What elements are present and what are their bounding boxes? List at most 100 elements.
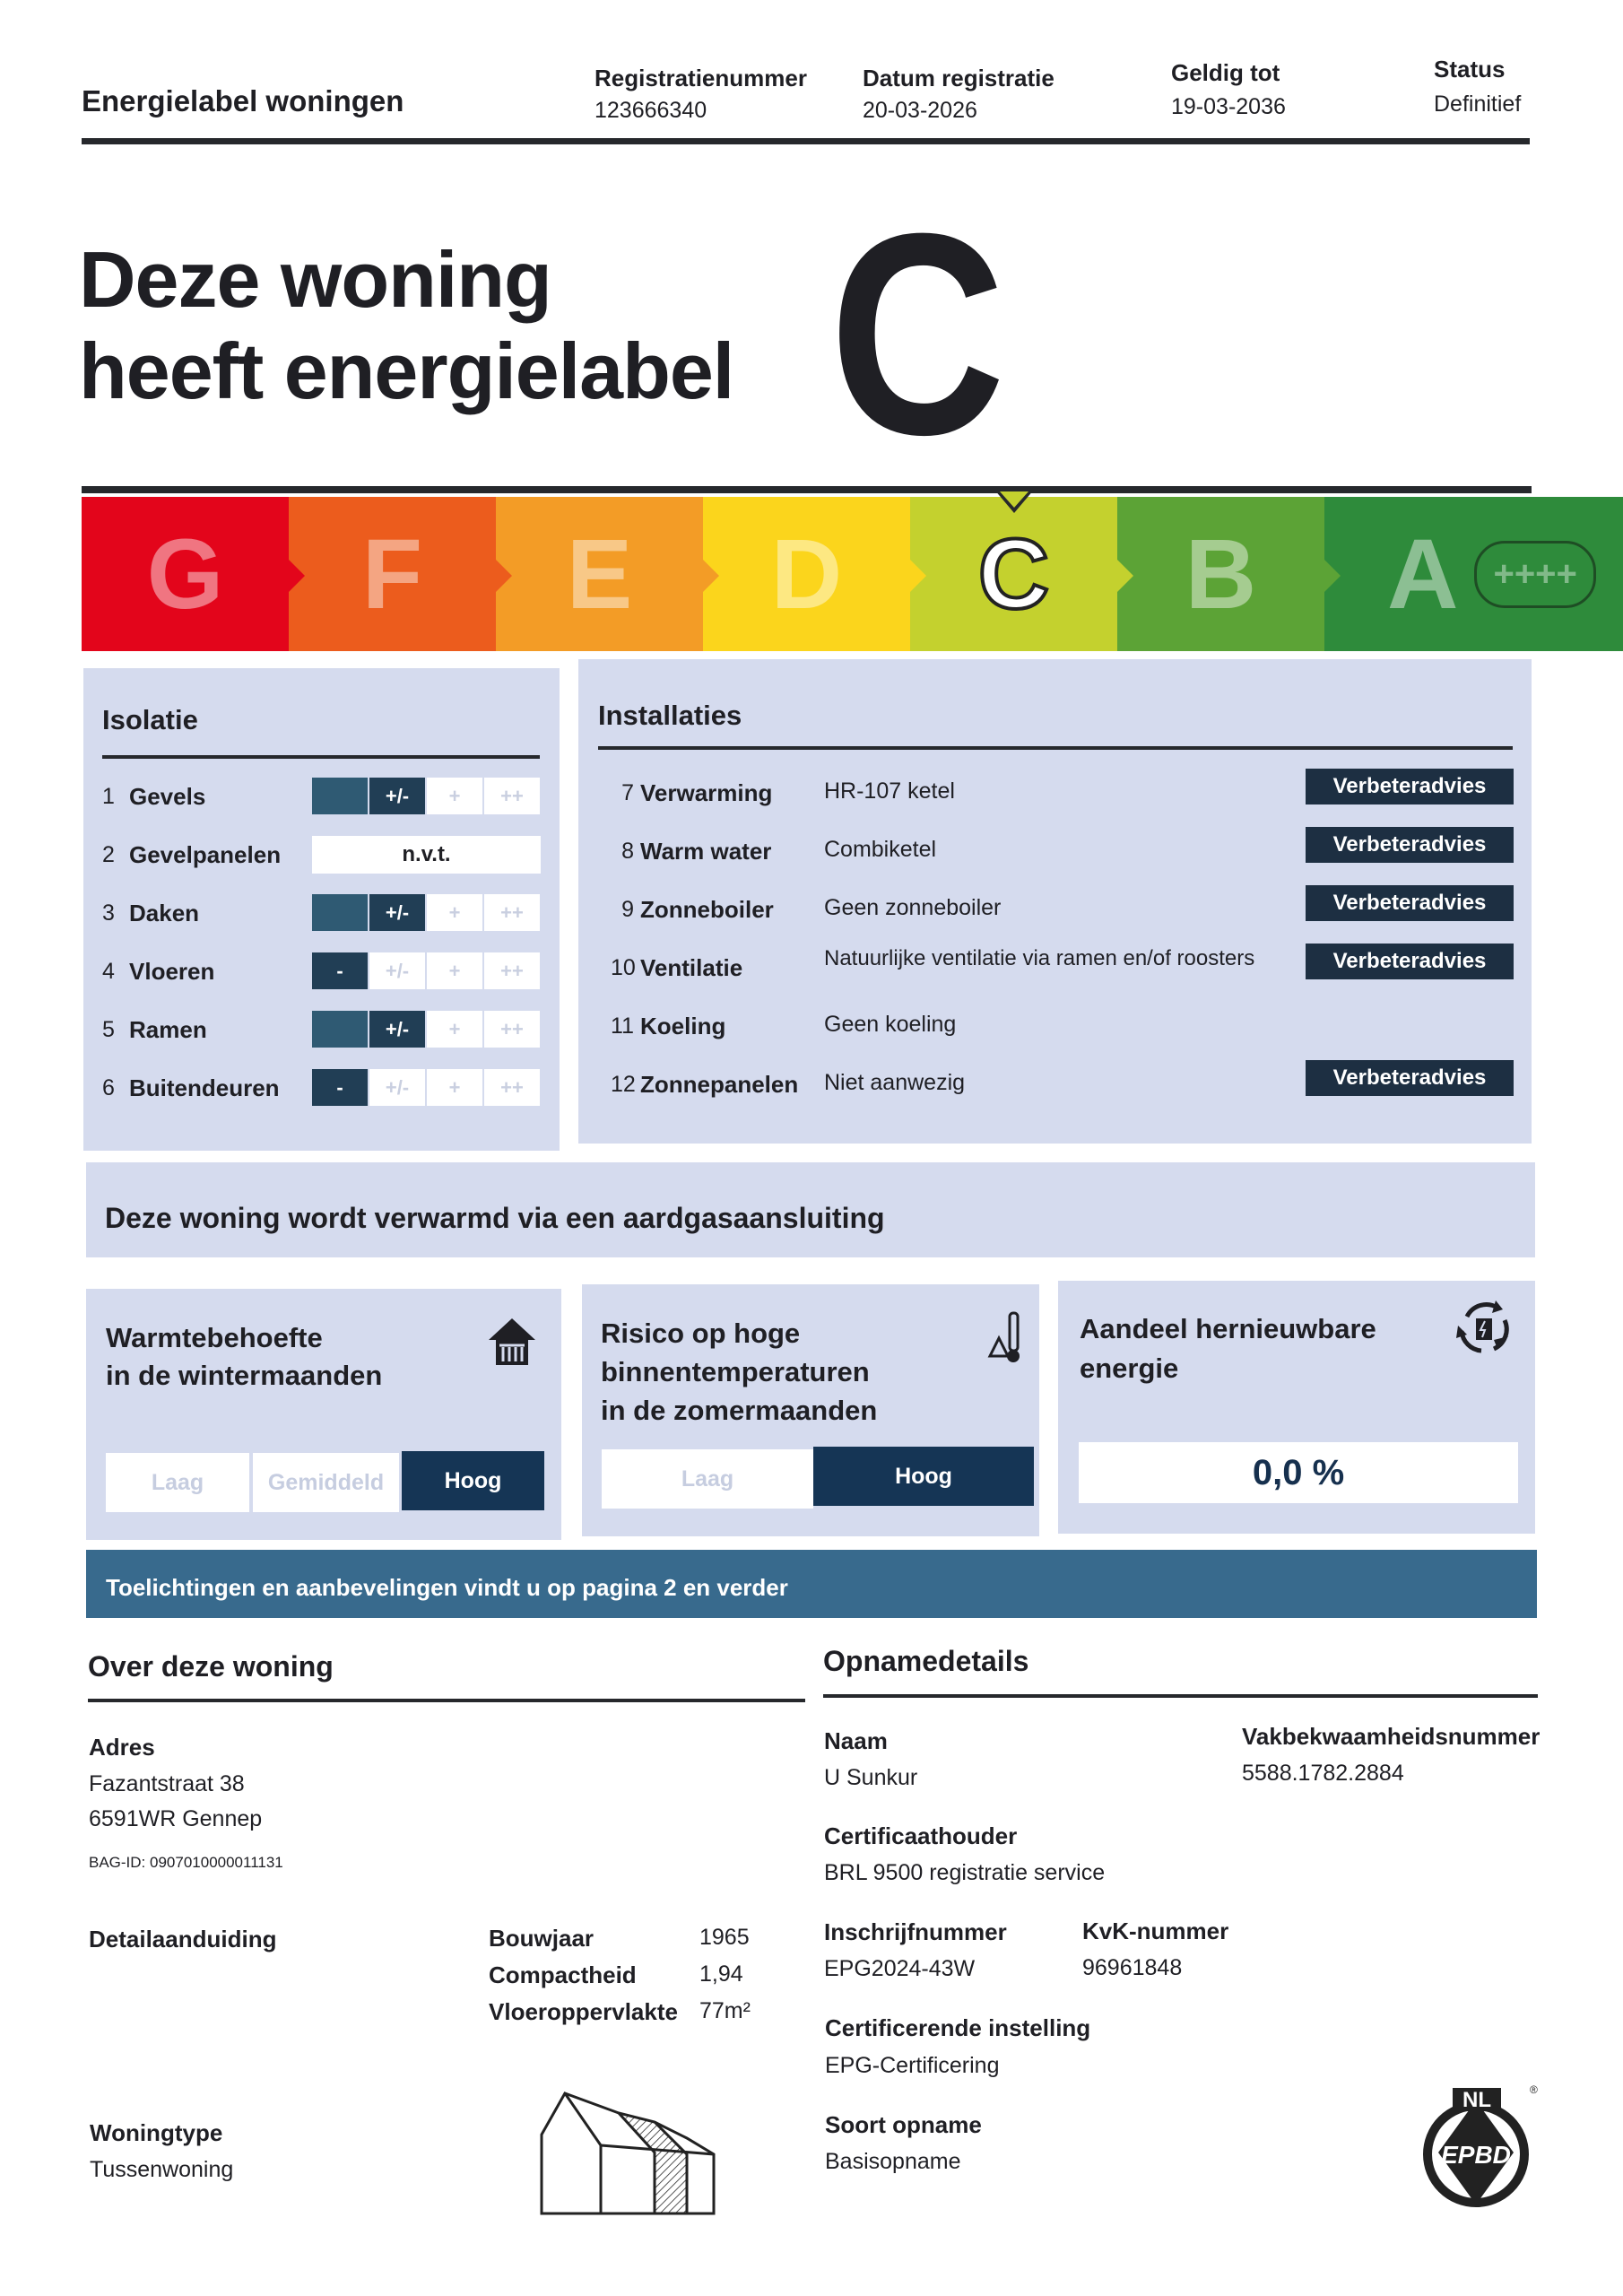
isolatie-row-number: 2 bbox=[102, 842, 115, 867]
heating-banner-text: Deze woning wordt verwarmd via een aardg… bbox=[105, 1202, 885, 1234]
energy-class-letter: G bbox=[146, 518, 224, 630]
energy-class-letter: C bbox=[976, 517, 1051, 631]
thermometer-warning-icon bbox=[987, 1311, 1020, 1362]
woningtype-value: Tussenwoning bbox=[90, 2157, 234, 2182]
document-title: Energielabel woningen bbox=[82, 84, 404, 117]
installatie-row-label: Warm water bbox=[640, 838, 772, 865]
isolatie-rating-cell: - bbox=[312, 1011, 368, 1048]
rating-label: +/- bbox=[385, 959, 410, 982]
installatie-row-label: Verwarming bbox=[640, 779, 773, 806]
bag-id: BAG-ID: 0907010000011131 bbox=[89, 1854, 283, 1871]
scale-top-rule bbox=[82, 486, 1532, 493]
a-plus-badge: ++++ bbox=[1474, 540, 1596, 608]
isolatie-rating-cell-selected: - bbox=[312, 1069, 368, 1106]
energy-class-F: F bbox=[289, 497, 512, 651]
soort-opname-label: Soort opname bbox=[825, 2111, 982, 2138]
isolatie-rating-cell-selected: - bbox=[312, 952, 368, 989]
spec-label: Vloeroppervlakte bbox=[489, 1998, 678, 2025]
isolatie-rating-cell: + bbox=[427, 778, 482, 814]
svg-text:EPBD: EPBD bbox=[1441, 2141, 1511, 2169]
rating-label: +/- bbox=[385, 1075, 410, 1099]
energy-class-letter: E bbox=[566, 518, 633, 630]
energy-class-letter: A bbox=[1387, 518, 1459, 630]
svg-text:NL: NL bbox=[1462, 2088, 1491, 2112]
hernieuwbaar-value: 0,0 % bbox=[1079, 1442, 1518, 1503]
risico-title-line-3: in de zomermaanden bbox=[601, 1395, 878, 1426]
house-heating-icon bbox=[489, 1318, 535, 1365]
rating-label: + bbox=[448, 1017, 461, 1040]
isolatie-rating-cell: + bbox=[427, 1011, 482, 1048]
isolatie-rating-na: n.v.t. bbox=[312, 836, 541, 874]
isolatie-row-label: Daken bbox=[129, 900, 200, 926]
verbeteradvies-button[interactable]: Verbeteradvies bbox=[1306, 944, 1514, 979]
verbeteradvies-button[interactable]: Verbeteradvies bbox=[1306, 827, 1514, 863]
rating-label: ++ bbox=[500, 959, 524, 982]
soort-opname-value: Basisopname bbox=[825, 2149, 961, 2174]
kvk-value: 96961848 bbox=[1082, 1955, 1183, 1980]
rating-label: +/- bbox=[385, 900, 410, 924]
warmte-title-line-1: Warmtebehoefte bbox=[106, 1322, 323, 1353]
hernieuwbaar-title-line-2: energie bbox=[1080, 1352, 1179, 1384]
risico-option-hoog-selected: Hoog bbox=[813, 1447, 1034, 1506]
woning-rule bbox=[88, 1699, 805, 1702]
installatie-row-number: 7 bbox=[621, 780, 634, 805]
energy-class-G: G bbox=[82, 497, 305, 651]
installatie-row-number: 10 bbox=[611, 955, 636, 980]
spec-value: 77m² bbox=[699, 1998, 751, 2023]
verbeteradvies-button[interactable]: Verbeteradvies bbox=[1306, 769, 1514, 804]
rating-label: + bbox=[448, 784, 461, 807]
header-field-label: Registratienummer bbox=[595, 65, 807, 91]
header-field-value: 20-03-2026 bbox=[863, 98, 977, 123]
warmte-title-line-2: in de wintermaanden bbox=[106, 1360, 383, 1391]
installatie-row-number: 12 bbox=[611, 1072, 636, 1097]
installatie-row-value: Geen zonneboiler bbox=[824, 895, 1002, 920]
installaties-title: Installaties bbox=[598, 700, 742, 731]
isolatie-rating-cell-selected: +/- bbox=[369, 1011, 425, 1048]
header-field-value: 123666340 bbox=[595, 98, 707, 123]
isolatie-rule bbox=[102, 755, 540, 759]
hernieuwbaar-title-line-1: Aandeel hernieuwbare bbox=[1080, 1313, 1376, 1344]
isolatie-row-label: Gevelpanelen bbox=[129, 841, 282, 868]
header-field-value: Definitief bbox=[1434, 91, 1522, 117]
isolatie-row-number: 3 bbox=[102, 900, 115, 926]
isolatie-row-label: Ramen bbox=[129, 1016, 207, 1043]
verbeteradvies-button[interactable]: Verbeteradvies bbox=[1306, 1060, 1514, 1096]
adres-street: Fazantstraat 38 bbox=[89, 1771, 245, 1796]
energy-class-letter: F bbox=[361, 518, 423, 630]
svg-text:®: ® bbox=[1530, 2083, 1538, 2096]
verbeteradvies-button[interactable]: Verbeteradvies bbox=[1306, 885, 1514, 921]
hero-energy-label: C bbox=[829, 173, 1005, 494]
isolatie-rating-cell: +/- bbox=[369, 952, 425, 989]
header-field-label: Geldig tot bbox=[1171, 59, 1280, 86]
rating-label: ++ bbox=[500, 784, 524, 807]
rating-label: +/- bbox=[385, 784, 410, 807]
spec-value: 1965 bbox=[699, 1925, 750, 1950]
installatie-row-value: Natuurlijke ventilatie via ramen en/of r… bbox=[824, 946, 1255, 970]
rating-label: + bbox=[448, 1075, 461, 1099]
certificaathouder-value: BRL 9500 registratie service bbox=[824, 1860, 1106, 1885]
installatie-row-label: Koeling bbox=[640, 1013, 726, 1039]
inschrijfnummer-label: Inschrijfnummer bbox=[824, 1918, 1007, 1945]
isolatie-row-number: 4 bbox=[102, 959, 115, 984]
adres-label: Adres bbox=[89, 1734, 155, 1761]
kvk-label: KvK-nummer bbox=[1082, 1918, 1229, 1944]
isolatie-row-label: Gevels bbox=[129, 783, 206, 810]
isolatie-rating-cell: +/- bbox=[369, 1069, 425, 1106]
warmte-option-laag: Laag bbox=[106, 1453, 249, 1512]
installatie-row-number: 11 bbox=[611, 1013, 634, 1039]
header-field-label: Datum registratie bbox=[863, 65, 1055, 91]
renewable-cycle-icon bbox=[1456, 1300, 1509, 1353]
installatie-row-value: Geen koeling bbox=[824, 1012, 957, 1037]
warmte-option-hoog-selected: Hoog bbox=[402, 1451, 544, 1510]
installatie-row-label: Zonnepanelen bbox=[640, 1071, 799, 1098]
inschrijfnummer-value: EPG2024-43W bbox=[824, 1956, 976, 1981]
naam-value: U Sunkur bbox=[824, 1765, 918, 1790]
warmte-option-gemiddeld: Gemiddeld bbox=[253, 1453, 399, 1512]
isolatie-rating-cell: + bbox=[427, 1069, 482, 1106]
installatie-row-value: HR-107 ketel bbox=[824, 778, 955, 804]
header-field-label: Status bbox=[1434, 56, 1506, 83]
isolatie-rating-cell: - bbox=[312, 778, 368, 814]
installatie-row-number: 8 bbox=[621, 839, 634, 864]
opname-title: Opnamedetails bbox=[823, 1645, 1029, 1677]
naam-label: Naam bbox=[824, 1727, 888, 1754]
